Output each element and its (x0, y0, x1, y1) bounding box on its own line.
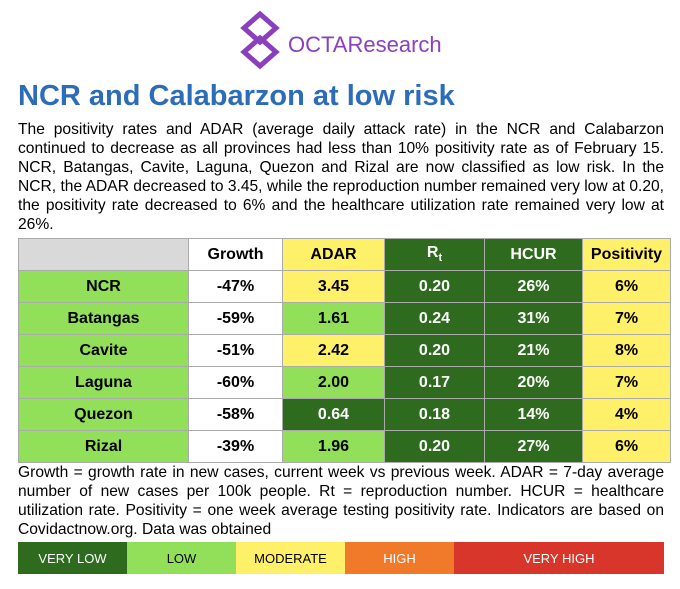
table-cell: 1.61 (282, 302, 385, 335)
footnote: Growth = growth rate in new cases, curre… (18, 464, 664, 538)
table-cell: 14% (484, 398, 583, 431)
table-cell: 2.42 (282, 334, 385, 367)
table-cell: 1.96 (282, 430, 385, 463)
table-cell: 0.20 (384, 430, 485, 463)
table-cell: 0.24 (384, 302, 485, 335)
legend-item: VERY LOW (18, 542, 127, 574)
header-main: R (426, 244, 439, 262)
logo-icon (240, 10, 280, 70)
table-row: Batangas -59% 1.61 0.24 31% 7% (18, 302, 671, 335)
header-cell: ADAR (282, 238, 385, 271)
table-cell: 0.64 (282, 398, 385, 431)
title: NCR and Calabarzon at low risk (18, 80, 455, 112)
table-cell: 31% (484, 302, 583, 335)
table-cell: -59% (188, 302, 283, 335)
table-row: Quezon -58% 0.64 0.18 14% 4% (18, 398, 671, 431)
table-cell: -39% (188, 430, 283, 463)
table-cell: 2.00 (282, 366, 385, 399)
table-cell: 0.17 (384, 366, 485, 399)
legend-item: MODERATE (236, 542, 345, 574)
header-cell: Rt (384, 238, 485, 271)
table-cell: 20% (484, 366, 583, 399)
table-cell: 0.20 (384, 270, 485, 303)
logo: OCTAResearch (240, 10, 442, 70)
table-cell: -60% (188, 366, 283, 399)
header-cell: Growth (188, 238, 283, 271)
table-cell: 0.20 (384, 334, 485, 367)
table-cell: Rizal (18, 430, 189, 463)
header-sub: t (438, 252, 443, 265)
table-cell: -51% (188, 334, 283, 367)
header-row: Growth ADAR Rt HCUR Positivity (18, 238, 671, 271)
legend-item: LOW (127, 542, 236, 574)
logo-text: OCTAResearch (288, 32, 442, 57)
header-cell: Positivity (582, 238, 671, 271)
header-cell (18, 238, 189, 271)
table-cell: 4% (582, 398, 671, 431)
table-cell: -47% (188, 270, 283, 303)
legend: VERY LOW LOW MODERATE HIGH VERY HIGH (18, 542, 664, 574)
header-cell: HCUR (484, 238, 583, 271)
table-cell: Cavite (18, 334, 189, 367)
table-cell: 7% (582, 302, 671, 335)
risk-table: Growth ADAR Rt HCUR Positivity NCR -47% 3.45 0.2… (18, 238, 671, 463)
legend-item: VERY HIGH (454, 542, 664, 574)
table-cell: 0.18 (384, 398, 485, 431)
legend-item: HIGH (345, 542, 454, 574)
table-cell: 6% (582, 270, 671, 303)
table-cell: 7% (582, 366, 671, 399)
table-cell: -58% (188, 398, 283, 431)
table-cell: 26% (484, 270, 583, 303)
table-cell: 3.45 (282, 270, 385, 303)
table-cell: Quezon (18, 398, 189, 431)
table-row: Rizal -39% 1.96 0.20 27% 6% (18, 430, 671, 463)
table-cell: 8% (582, 334, 671, 367)
table-row: Cavite -51% 2.42 0.20 21% 8% (18, 334, 671, 367)
table-cell: Batangas (18, 302, 189, 335)
table-cell: Laguna (18, 366, 189, 399)
table-cell: 6% (582, 430, 671, 463)
table-cell: NCR (18, 270, 189, 303)
table-row: Laguna -60% 2.00 0.17 20% 7% (18, 366, 671, 399)
table-row: NCR -47% 3.45 0.20 26% 6% (18, 270, 671, 303)
intro: The positivity rates and ADAR (average d… (18, 121, 664, 233)
table-cell: 27% (484, 430, 583, 463)
table-cell: 21% (484, 334, 583, 367)
